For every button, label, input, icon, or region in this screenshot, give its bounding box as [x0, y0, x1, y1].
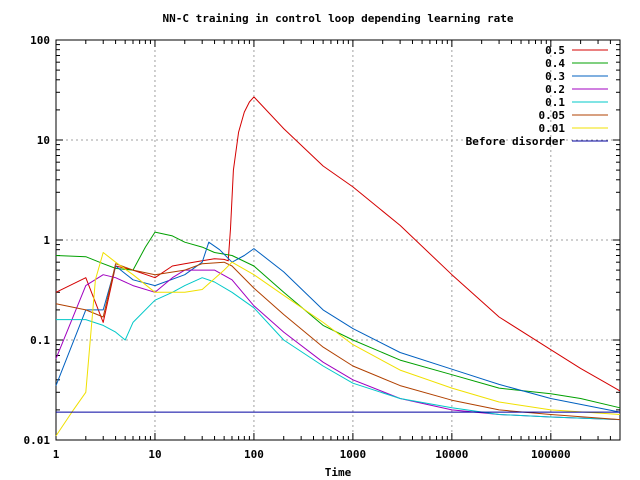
- y-tick-label: 100: [30, 34, 50, 47]
- series-line-0-1: [56, 277, 621, 421]
- series-lines: [55, 96, 621, 437]
- y-tick-label: 0.1: [30, 334, 50, 347]
- series-line-0-5: [55, 96, 621, 392]
- legend-label: 0.1: [545, 96, 565, 109]
- y-tick-label: 1: [43, 234, 50, 247]
- x-axis-label: Time: [325, 466, 352, 479]
- x-tick-label: 100: [244, 448, 264, 461]
- series-line-0-01: [55, 252, 621, 437]
- x-tick-label: 1000: [340, 448, 367, 461]
- legend-label: 0.01: [539, 122, 566, 135]
- legend-label: 0.3: [545, 70, 565, 83]
- legend-label: 0.4: [545, 57, 565, 70]
- chart-title: NN-C training in control loop depending …: [163, 12, 514, 25]
- series-line-0-2: [55, 269, 621, 421]
- legend-label: 0.05: [539, 109, 566, 122]
- axes: 1 10 100 1000 10000 100000 0.01 0.1 1 10 100: [24, 34, 621, 461]
- x-tick-label: 10: [148, 448, 161, 461]
- x-tick-label: 10000: [435, 448, 468, 461]
- legend-label: 0.2: [545, 83, 565, 96]
- plot-border: [55, 39, 621, 441]
- y-tick-label: 0.01: [24, 434, 51, 447]
- series-line-0-05: [55, 261, 621, 421]
- x-tick-label: 100000: [531, 448, 571, 461]
- grid: [56, 40, 620, 440]
- legend-label: Before disorder: [466, 135, 566, 148]
- x-tick-label: 1: [53, 448, 60, 461]
- y-tick-label: 10: [37, 134, 50, 147]
- legend-label: 0.5: [545, 44, 565, 57]
